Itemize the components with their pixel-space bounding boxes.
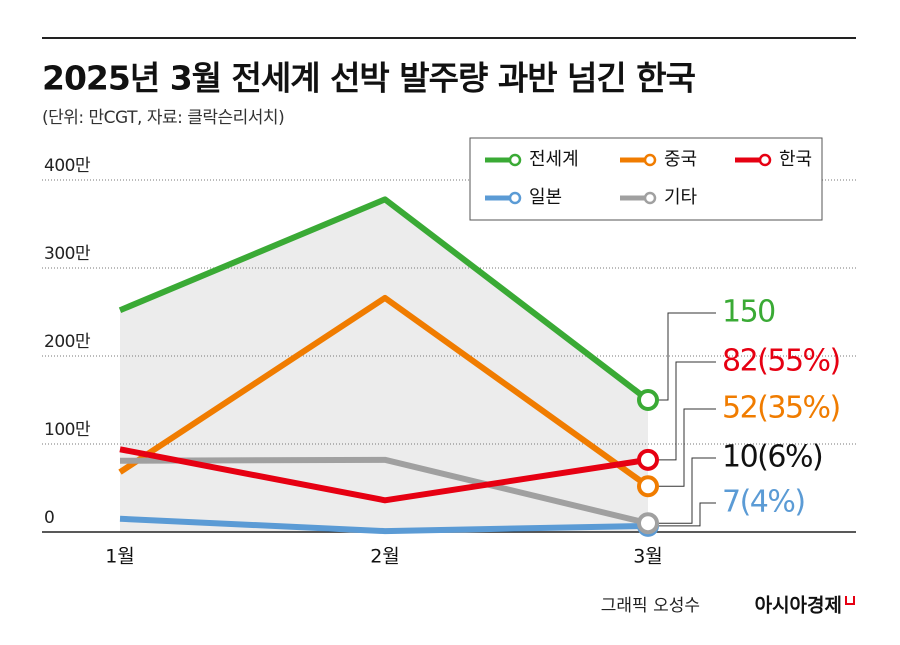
leader-line [658, 408, 716, 487]
x-tick-label: 2월 [370, 546, 400, 568]
leader-line [658, 502, 716, 527]
brand: 아시아경제 [755, 595, 842, 617]
data-label: 7(4%) [722, 485, 805, 520]
point-marker [637, 389, 659, 411]
legend-marker [508, 191, 522, 205]
point-marker [637, 512, 659, 535]
point-marker [637, 448, 659, 471]
series-line [119, 456, 649, 527]
legend-marker [643, 191, 657, 205]
brand-icon [845, 596, 855, 605]
plot: 0 100만 200만 300만 400만 1월 2월 3월 150 52(35%) 7(4%) 10… [42, 156, 856, 568]
x-tick-label: 3월 [633, 546, 663, 568]
legend-marker [508, 153, 522, 167]
legend-box [469, 137, 823, 221]
y-tick-label: 200만 [44, 332, 91, 352]
series-line [119, 515, 649, 535]
chart-title: 2025년 3월 전세계 선박 발주량 과반 넘긴 한국 [42, 59, 696, 98]
series-line [119, 446, 649, 504]
data-label: 10(6%) [722, 440, 822, 475]
x-tick-label: 1월 [105, 546, 135, 568]
series-line [118, 294, 650, 489]
data-label: 150 [722, 295, 775, 330]
y-tick-label: 300만 [44, 244, 91, 264]
legend-label: 일본 [529, 187, 562, 208]
legend-label: 기타 [664, 187, 698, 208]
legend-marker [758, 153, 772, 167]
y-tick-label: 100만 [44, 420, 91, 440]
series-line [118, 196, 650, 403]
legend-label: 한국 [779, 149, 812, 170]
leader-line [658, 457, 716, 524]
data-label: 82(55%) [722, 344, 840, 379]
credit: 그래픽 오성수 [601, 596, 700, 616]
legend-label: 중국 [664, 149, 697, 170]
area [120, 199, 648, 533]
leader-line [658, 312, 716, 401]
legend-marker [643, 153, 657, 167]
point-marker [637, 475, 659, 498]
y-tick-label: 400만 [44, 156, 91, 176]
leader-line [658, 361, 716, 461]
legend-label: 전세계 [529, 149, 579, 170]
data-label: 52(35%) [722, 391, 840, 426]
y-tick-label: 0 [44, 508, 54, 528]
chart-subtitle: (단위: 만CGT, 자료: 클락슨리서치) [42, 108, 284, 128]
